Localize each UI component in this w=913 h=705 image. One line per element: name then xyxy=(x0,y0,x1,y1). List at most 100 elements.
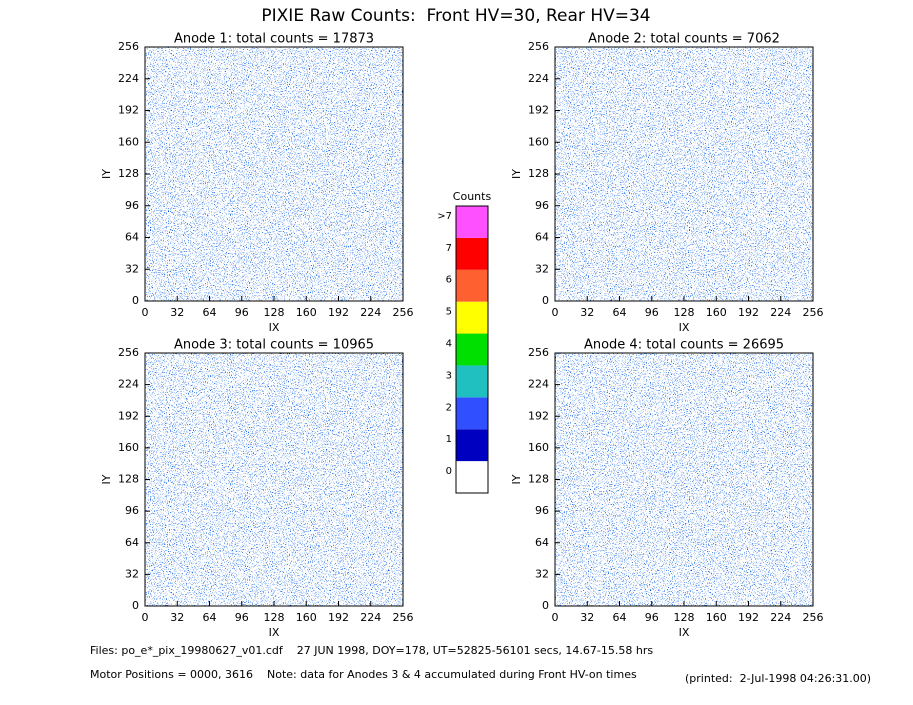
x-tick-label: 256 xyxy=(393,306,414,319)
y-axis-label: IY xyxy=(510,474,523,484)
y-tick-label: 96 xyxy=(535,199,549,212)
colorbar-swatch xyxy=(456,269,488,302)
panel-title: Anode 3: total counts = 10965 xyxy=(174,338,374,353)
y-tick-label: 192 xyxy=(118,104,139,117)
x-tick-label: 64 xyxy=(203,306,217,319)
x-tick-label: 224 xyxy=(770,306,791,319)
y-tick-label: 64 xyxy=(535,231,549,244)
footer-motor: Motor Positions = 0000, 3616 Note: data … xyxy=(90,668,637,681)
y-tick-label: 64 xyxy=(125,536,139,549)
y-tick-label: 160 xyxy=(118,441,139,454)
colorbar-label: 1 xyxy=(446,434,452,445)
y-tick-label: 32 xyxy=(125,262,139,275)
colorbar-label: 5 xyxy=(446,307,452,318)
colorbar-label: 6 xyxy=(446,275,452,286)
colorbar-swatch xyxy=(456,429,488,462)
y-tick-label: 0 xyxy=(542,599,549,612)
y-tick-label: 128 xyxy=(528,167,549,180)
x-tick-label: 96 xyxy=(645,306,659,319)
x-tick-label: 64 xyxy=(613,611,627,624)
x-tick-label: 32 xyxy=(580,611,594,624)
y-tick-label: 256 xyxy=(528,346,549,359)
count-texture xyxy=(145,353,403,606)
y-tick-label: 0 xyxy=(132,599,139,612)
colorbar-swatch xyxy=(456,333,488,366)
page-title: PIXIE Raw Counts: Front HV=30, Rear HV=3… xyxy=(261,6,650,26)
count-texture xyxy=(555,353,813,606)
y-tick-label: 64 xyxy=(125,231,139,244)
y-tick-label: 128 xyxy=(118,167,139,180)
x-tick-label: 96 xyxy=(645,611,659,624)
colorbar-swatch xyxy=(456,206,488,238)
colorbar-swatch xyxy=(456,365,488,398)
panel-title: Anode 1: total counts = 17873 xyxy=(174,32,374,47)
x-tick-label: 192 xyxy=(738,611,759,624)
x-tick-label: 128 xyxy=(674,306,695,319)
x-tick-label: 96 xyxy=(235,611,249,624)
y-tick-label: 192 xyxy=(118,409,139,422)
x-tick-label: 128 xyxy=(674,611,695,624)
y-tick-label: 64 xyxy=(535,536,549,549)
x-tick-label: 256 xyxy=(803,611,824,624)
y-tick-label: 160 xyxy=(528,135,549,148)
colorbar-swatch xyxy=(456,461,488,493)
x-tick-label: 224 xyxy=(360,306,381,319)
x-tick-label: 128 xyxy=(264,611,285,624)
y-axis-label: IY xyxy=(510,169,523,179)
x-tick-label: 224 xyxy=(360,611,381,624)
x-tick-label: 32 xyxy=(170,306,184,319)
y-axis-label: IY xyxy=(100,169,113,179)
colorbar-title: Counts xyxy=(453,190,492,203)
count-texture xyxy=(555,47,813,301)
x-axis-label: IX xyxy=(269,321,280,334)
x-axis-label: IX xyxy=(679,321,690,334)
y-tick-label: 96 xyxy=(125,199,139,212)
colorbar-swatch xyxy=(456,301,488,334)
y-tick-label: 256 xyxy=(528,40,549,53)
y-tick-label: 0 xyxy=(542,294,549,307)
x-tick-label: 160 xyxy=(706,611,727,624)
x-tick-label: 0 xyxy=(552,611,559,624)
y-tick-label: 256 xyxy=(118,40,139,53)
x-tick-label: 32 xyxy=(580,306,594,319)
footer-printed: (printed: 2-Jul-1998 04:26:31.00) xyxy=(685,672,871,685)
y-tick-label: 160 xyxy=(528,441,549,454)
x-tick-label: 160 xyxy=(296,611,317,624)
y-axis-label: IY xyxy=(100,474,113,484)
x-tick-label: 256 xyxy=(803,306,824,319)
y-tick-label: 96 xyxy=(535,504,549,517)
y-tick-label: 192 xyxy=(528,409,549,422)
x-tick-label: 160 xyxy=(296,306,317,319)
x-tick-label: 0 xyxy=(142,611,149,624)
colorbar-label: 7 xyxy=(446,243,452,254)
colorbar-label: 3 xyxy=(446,370,452,381)
x-tick-label: 96 xyxy=(235,306,249,319)
x-axis-label: IX xyxy=(269,626,280,639)
x-axis-label: IX xyxy=(679,626,690,639)
footer-files: Files: po_e*_pix_19980627_v01.cdf 27 JUN… xyxy=(90,644,653,657)
y-tick-label: 32 xyxy=(535,567,549,580)
y-tick-label: 256 xyxy=(118,346,139,359)
colorbar-label: 4 xyxy=(446,339,452,350)
y-tick-label: 96 xyxy=(125,504,139,517)
x-tick-label: 32 xyxy=(170,611,184,624)
y-tick-label: 0 xyxy=(132,294,139,307)
y-tick-label: 32 xyxy=(535,262,549,275)
x-tick-label: 64 xyxy=(203,611,217,624)
x-tick-label: 192 xyxy=(328,611,349,624)
y-tick-label: 224 xyxy=(118,378,139,391)
y-tick-label: 128 xyxy=(118,473,139,486)
colorbar-label: 2 xyxy=(446,402,452,413)
y-tick-label: 224 xyxy=(528,72,549,85)
x-tick-label: 0 xyxy=(552,306,559,319)
x-tick-label: 0 xyxy=(142,306,149,319)
colorbar-frame xyxy=(455,205,489,494)
y-tick-label: 192 xyxy=(528,104,549,117)
x-tick-label: 128 xyxy=(264,306,285,319)
colorbar-swatch xyxy=(456,237,488,270)
panel-title: Anode 2: total counts = 7062 xyxy=(588,32,780,47)
x-tick-label: 192 xyxy=(328,306,349,319)
colorbar-swatch xyxy=(456,397,488,430)
colorbar-label: 0 xyxy=(446,466,452,477)
x-tick-label: 224 xyxy=(770,611,791,624)
